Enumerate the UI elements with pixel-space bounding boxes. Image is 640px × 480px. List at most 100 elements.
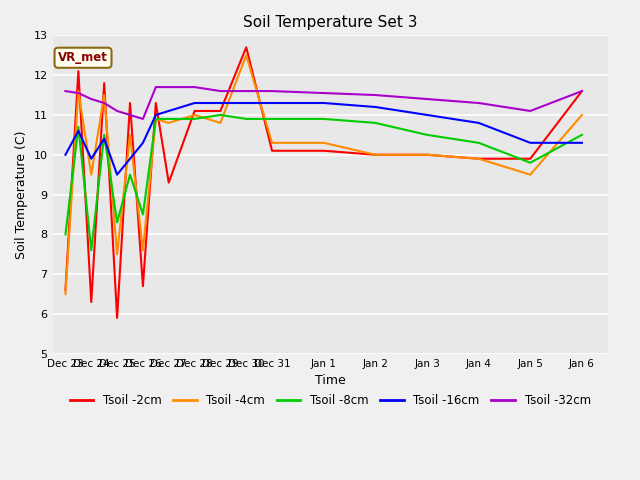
- Tsoil -4cm: [423, 152, 431, 157]
- Tsoil -2cm: [527, 156, 534, 162]
- Tsoil -8cm: [527, 160, 534, 166]
- Tsoil -4cm: [268, 140, 276, 146]
- Tsoil -4cm: [371, 152, 379, 157]
- Tsoil -16cm: [578, 140, 586, 146]
- Tsoil -2cm: [126, 100, 134, 106]
- Tsoil -16cm: [61, 152, 69, 157]
- Tsoil -32cm: [165, 84, 173, 90]
- Tsoil -32cm: [88, 96, 95, 102]
- Tsoil -2cm: [61, 287, 69, 293]
- Tsoil -8cm: [320, 116, 328, 122]
- Tsoil -32cm: [152, 84, 160, 90]
- Tsoil -2cm: [475, 156, 483, 162]
- Tsoil -32cm: [371, 92, 379, 98]
- Tsoil -2cm: [371, 152, 379, 157]
- Tsoil -2cm: [320, 148, 328, 154]
- Tsoil -16cm: [243, 100, 250, 106]
- Tsoil -8cm: [126, 172, 134, 178]
- X-axis label: Time: Time: [315, 374, 346, 387]
- Tsoil -2cm: [165, 180, 173, 185]
- Tsoil -4cm: [527, 172, 534, 178]
- Tsoil -16cm: [216, 100, 224, 106]
- Tsoil -4cm: [74, 88, 82, 94]
- Tsoil -16cm: [165, 108, 173, 114]
- Tsoil -4cm: [243, 52, 250, 58]
- Tsoil -32cm: [475, 100, 483, 106]
- Tsoil -2cm: [578, 88, 586, 94]
- Tsoil -8cm: [88, 247, 95, 253]
- Tsoil -32cm: [527, 108, 534, 114]
- Tsoil -32cm: [126, 112, 134, 118]
- Tsoil -16cm: [152, 112, 160, 118]
- Tsoil -32cm: [320, 90, 328, 96]
- Tsoil -32cm: [74, 90, 82, 96]
- Tsoil -16cm: [113, 172, 121, 178]
- Line: Tsoil -2cm: Tsoil -2cm: [65, 47, 582, 318]
- Tsoil -16cm: [268, 100, 276, 106]
- Tsoil -32cm: [191, 84, 198, 90]
- Tsoil -8cm: [243, 116, 250, 122]
- Title: Soil Temperature Set 3: Soil Temperature Set 3: [243, 15, 417, 30]
- Tsoil -2cm: [88, 299, 95, 305]
- Tsoil -8cm: [475, 140, 483, 146]
- Tsoil -32cm: [578, 88, 586, 94]
- Tsoil -8cm: [371, 120, 379, 126]
- Tsoil -32cm: [423, 96, 431, 102]
- Tsoil -32cm: [243, 88, 250, 94]
- Tsoil -16cm: [74, 128, 82, 134]
- Tsoil -16cm: [100, 136, 108, 142]
- Tsoil -8cm: [578, 132, 586, 138]
- Tsoil -8cm: [100, 132, 108, 138]
- Line: Tsoil -4cm: Tsoil -4cm: [65, 55, 582, 294]
- Tsoil -4cm: [152, 116, 160, 122]
- Tsoil -2cm: [74, 68, 82, 74]
- Line: Tsoil -32cm: Tsoil -32cm: [65, 87, 582, 119]
- Tsoil -2cm: [268, 148, 276, 154]
- Y-axis label: Soil Temperature (C): Soil Temperature (C): [15, 130, 28, 259]
- Tsoil -32cm: [139, 116, 147, 122]
- Tsoil -8cm: [152, 116, 160, 122]
- Tsoil -32cm: [61, 88, 69, 94]
- Tsoil -8cm: [423, 132, 431, 138]
- Tsoil -16cm: [126, 156, 134, 162]
- Tsoil -32cm: [100, 100, 108, 106]
- Tsoil -8cm: [268, 116, 276, 122]
- Tsoil -32cm: [268, 88, 276, 94]
- Tsoil -4cm: [216, 120, 224, 126]
- Tsoil -16cm: [527, 140, 534, 146]
- Tsoil -4cm: [126, 132, 134, 138]
- Tsoil -2cm: [152, 100, 160, 106]
- Tsoil -32cm: [216, 88, 224, 94]
- Tsoil -2cm: [191, 108, 198, 114]
- Tsoil -2cm: [216, 108, 224, 114]
- Tsoil -4cm: [165, 120, 173, 126]
- Tsoil -8cm: [113, 219, 121, 225]
- Tsoil -4cm: [139, 247, 147, 253]
- Line: Tsoil -8cm: Tsoil -8cm: [65, 115, 582, 250]
- Tsoil -8cm: [165, 116, 173, 122]
- Tsoil -4cm: [61, 291, 69, 297]
- Tsoil -16cm: [423, 112, 431, 118]
- Tsoil -2cm: [100, 80, 108, 86]
- Tsoil -8cm: [191, 116, 198, 122]
- Tsoil -16cm: [371, 104, 379, 110]
- Tsoil -4cm: [320, 140, 328, 146]
- Legend: Tsoil -2cm, Tsoil -4cm, Tsoil -8cm, Tsoil -16cm, Tsoil -32cm: Tsoil -2cm, Tsoil -4cm, Tsoil -8cm, Tsoi…: [65, 389, 595, 411]
- Tsoil -16cm: [320, 100, 328, 106]
- Tsoil -8cm: [74, 124, 82, 130]
- Tsoil -16cm: [88, 156, 95, 162]
- Tsoil -32cm: [113, 108, 121, 114]
- Tsoil -2cm: [139, 283, 147, 289]
- Tsoil -8cm: [139, 212, 147, 217]
- Tsoil -4cm: [100, 92, 108, 98]
- Tsoil -4cm: [88, 172, 95, 178]
- Tsoil -16cm: [191, 100, 198, 106]
- Text: VR_met: VR_met: [58, 51, 108, 64]
- Tsoil -4cm: [578, 112, 586, 118]
- Tsoil -8cm: [61, 231, 69, 237]
- Tsoil -4cm: [113, 252, 121, 257]
- Tsoil -2cm: [243, 44, 250, 50]
- Tsoil -8cm: [216, 112, 224, 118]
- Tsoil -2cm: [113, 315, 121, 321]
- Tsoil -16cm: [139, 140, 147, 146]
